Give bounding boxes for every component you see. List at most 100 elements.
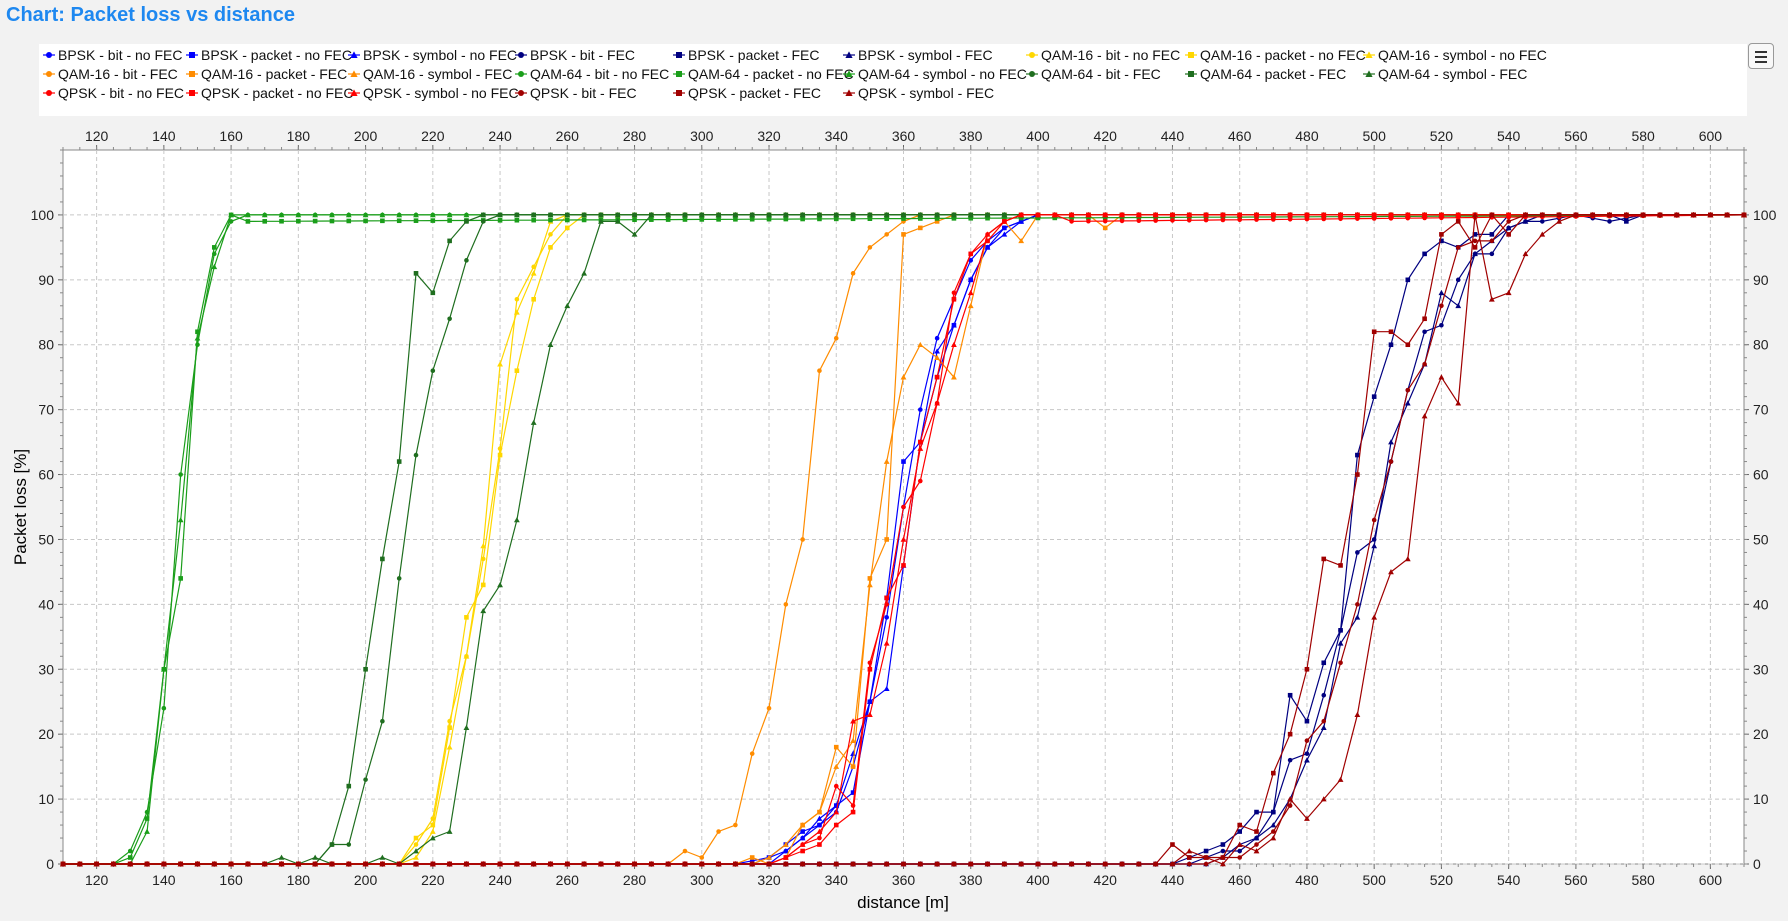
data-point (951, 296, 957, 302)
data-point (1371, 212, 1378, 218)
data-point (918, 861, 923, 867)
legend-marker (46, 71, 52, 77)
data-point (1236, 212, 1243, 218)
data-point (985, 215, 990, 221)
data-point (295, 861, 302, 867)
data-point (749, 212, 756, 218)
data-point (530, 419, 537, 425)
data-point (682, 848, 688, 854)
data-point (1304, 738, 1310, 743)
data-point (228, 861, 234, 867)
data-point (1102, 212, 1109, 218)
data-point (312, 861, 318, 867)
data-point (346, 212, 352, 218)
legend-toggle-button[interactable] (1748, 43, 1774, 69)
data-point (1102, 861, 1108, 867)
data-point (312, 861, 318, 867)
data-point (1539, 212, 1545, 218)
data-point (1523, 212, 1528, 218)
data-point (430, 822, 436, 828)
data-point (480, 218, 486, 223)
data-point (447, 861, 452, 867)
data-point (161, 861, 167, 867)
data-point (1455, 212, 1461, 218)
legend-item: QAM-64 - bit - FEC (1026, 66, 1161, 82)
data-point (1186, 217, 1192, 223)
data-point (716, 217, 721, 222)
data-point (817, 861, 822, 867)
data-point (665, 212, 671, 218)
data-point (1405, 387, 1411, 393)
data-point (1556, 212, 1562, 218)
data-point (649, 861, 654, 867)
data-point (1405, 212, 1411, 218)
data-point (1119, 212, 1125, 218)
legend-label: QAM-64 - packet - FEC (1200, 66, 1346, 82)
data-point (413, 861, 419, 867)
data-point (783, 848, 789, 854)
data-point (918, 407, 923, 412)
data-point (631, 212, 638, 218)
data-point (581, 212, 587, 218)
data-point (548, 861, 553, 867)
data-point (262, 861, 268, 867)
data-point (279, 861, 284, 867)
series-6 (60, 212, 1747, 867)
data-point (463, 861, 470, 867)
data-point (782, 861, 789, 867)
data-point (161, 861, 167, 867)
data-point (127, 861, 133, 867)
data-point (715, 212, 722, 218)
data-point (1186, 212, 1192, 218)
data-point (867, 699, 873, 705)
data-point (362, 861, 369, 867)
data-point (985, 861, 990, 867)
data-point (1203, 212, 1209, 218)
data-point (614, 212, 621, 218)
data-point (1069, 215, 1074, 221)
data-point (1404, 212, 1411, 218)
data-point (1236, 841, 1243, 847)
data-point (817, 212, 822, 218)
data-point (716, 829, 721, 834)
data-point (1741, 212, 1747, 218)
series-line (63, 214, 1744, 865)
data-point (699, 855, 705, 860)
data-point (1052, 215, 1058, 221)
data-point (497, 861, 503, 867)
data-point (918, 216, 923, 221)
data-point (1355, 212, 1360, 218)
data-point (968, 212, 974, 218)
data-point (1707, 212, 1714, 218)
data-point (1724, 212, 1730, 218)
data-point (1573, 212, 1579, 218)
data-point (833, 212, 840, 218)
data-point (396, 861, 402, 867)
data-point (514, 861, 520, 867)
data-point (531, 212, 536, 218)
data-point (1220, 842, 1226, 847)
data-point (1102, 861, 1108, 867)
data-point (195, 861, 200, 867)
data-point (211, 861, 218, 867)
data-point (1624, 212, 1629, 218)
data-point (94, 861, 99, 867)
data-point (1657, 212, 1663, 218)
data-point (1153, 861, 1158, 867)
data-point (1002, 219, 1007, 224)
series-line (63, 214, 1072, 865)
data-point (261, 861, 268, 867)
data-point (698, 861, 705, 867)
x-tick-label-bottom: 580 (1631, 872, 1655, 888)
data-point (1472, 212, 1478, 218)
data-point (1573, 212, 1579, 218)
data-point (77, 861, 83, 867)
data-point (127, 861, 133, 867)
data-point (1170, 861, 1175, 867)
data-point (1153, 215, 1158, 220)
data-point (883, 212, 890, 218)
data-point (564, 302, 571, 309)
data-point (94, 861, 99, 867)
data-point (1002, 219, 1007, 224)
data-point (1573, 212, 1579, 218)
